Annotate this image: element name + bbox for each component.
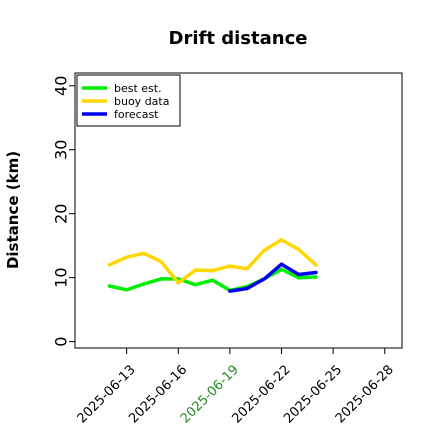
series-line-buoy-data: [107, 238, 318, 285]
data-point-best-est: [211, 278, 215, 282]
data-point-buoy-data: [142, 251, 146, 255]
data-point-forecast: [314, 270, 318, 275]
data-point-forecast: [245, 286, 249, 291]
data-point-buoy-data: [159, 260, 163, 264]
y-tick-label: 20: [52, 204, 71, 224]
y-tick-label: 30: [52, 140, 71, 160]
data-point-buoy-data: [297, 247, 301, 252]
legend-label-buoy-data: buoy data: [114, 95, 169, 108]
data-point-forecast: [228, 289, 232, 293]
x-axis: 2025-06-132025-06-162025-06-192025-06-22…: [75, 348, 397, 426]
data-point-best-est: [193, 283, 198, 287]
data-point-best-est: [314, 275, 318, 279]
data-point-buoy-data: [107, 263, 111, 267]
data-point-buoy-data: [228, 264, 232, 268]
data-point-buoy-data: [262, 248, 266, 252]
data-point-best-est: [125, 288, 129, 292]
data-point-forecast: [279, 262, 284, 266]
data-point-best-est: [159, 277, 163, 281]
chart-title: Drift distance: [169, 28, 308, 49]
plot-frame: [74, 72, 403, 349]
data-point-buoy-data: [176, 281, 180, 285]
data-point-buoy-data: [314, 263, 318, 267]
data-point-best-est: [279, 267, 284, 271]
data-point-best-est: [142, 282, 146, 286]
legend-label-best-est: best est.: [114, 82, 162, 95]
series-line-forecast: [228, 262, 318, 293]
series-layer: [107, 238, 318, 293]
data-point-buoy-data: [211, 269, 215, 273]
data-point-buoy-data: [125, 255, 129, 259]
y-axis: 0 10 20 30 40: [52, 76, 75, 347]
data-point-buoy-data: [279, 238, 284, 242]
y-axis-label: Distance (km): [4, 151, 22, 269]
data-point-best-est: [297, 276, 301, 280]
y-tick-label: 0: [52, 337, 71, 347]
y-tick-label: 10: [52, 267, 71, 287]
data-point-forecast: [262, 277, 266, 281]
data-point-buoy-data: [245, 267, 249, 271]
legend: best est. buoy data forecast: [76, 74, 181, 127]
data-point-buoy-data: [193, 268, 198, 272]
data-point-best-est: [107, 284, 111, 288]
data-point-forecast: [297, 272, 301, 277]
legend-label-forecast: forecast: [114, 108, 159, 121]
y-tick-label: 40: [52, 76, 71, 96]
